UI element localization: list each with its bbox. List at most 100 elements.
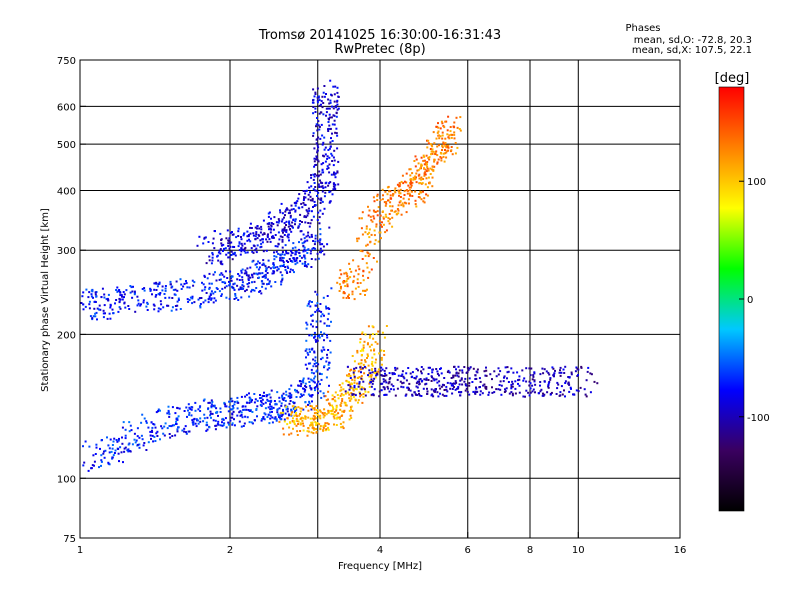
data-point <box>428 158 431 161</box>
data-point <box>164 285 167 287</box>
data-point <box>377 206 380 209</box>
data-point <box>210 405 213 408</box>
data-point <box>330 94 333 97</box>
data-point <box>318 185 321 188</box>
data-point <box>361 401 364 404</box>
data-point <box>516 371 519 374</box>
data-point <box>433 165 436 168</box>
data-point <box>155 432 158 435</box>
data-point <box>461 369 464 372</box>
data-point <box>219 424 222 427</box>
data-point <box>226 229 229 232</box>
data-point <box>213 247 216 250</box>
data-point <box>563 372 566 374</box>
data-point <box>240 271 243 274</box>
data-point <box>385 325 388 327</box>
data-point <box>358 381 361 384</box>
data-point <box>379 214 382 217</box>
data-point <box>287 236 290 239</box>
data-point <box>349 386 352 389</box>
data-point <box>266 416 269 418</box>
data-point <box>321 412 324 414</box>
data-point <box>198 406 201 409</box>
data-point <box>215 424 218 427</box>
data-point <box>329 99 332 102</box>
data-point <box>371 363 374 366</box>
data-point <box>385 215 388 218</box>
data-point <box>409 180 412 183</box>
data-point <box>243 408 246 411</box>
data-point <box>330 287 333 290</box>
data-point <box>140 303 142 306</box>
x-tick-label: 2 <box>227 545 233 556</box>
data-point <box>426 393 429 395</box>
data-point <box>368 372 371 375</box>
data-point <box>370 268 373 271</box>
data-point <box>435 368 438 370</box>
data-point <box>107 293 110 296</box>
data-point <box>255 231 258 234</box>
data-point <box>222 424 225 427</box>
data-point <box>424 161 427 164</box>
data-point <box>388 381 391 383</box>
data-point <box>364 394 367 397</box>
data-point <box>444 120 447 123</box>
data-point <box>450 377 453 379</box>
data-point <box>415 158 418 161</box>
data-point <box>316 87 319 90</box>
data-point <box>371 325 374 328</box>
data-point <box>437 158 440 161</box>
data-point <box>274 245 277 248</box>
data-point <box>430 153 432 156</box>
data-point <box>359 350 362 352</box>
data-point <box>278 400 281 403</box>
data-point <box>151 434 154 437</box>
data-point <box>367 252 370 255</box>
data-point <box>444 152 447 155</box>
data-point <box>352 393 355 396</box>
data-point <box>161 285 164 288</box>
data-point <box>319 425 322 428</box>
data-point <box>484 385 487 388</box>
data-point <box>254 226 257 229</box>
grid-lines <box>80 60 680 538</box>
data-point <box>159 308 162 311</box>
data-point <box>409 168 412 171</box>
data-point <box>293 420 296 423</box>
data-point <box>311 197 314 200</box>
data-point <box>319 410 322 413</box>
data-point <box>231 413 234 416</box>
data-point <box>474 374 477 377</box>
data-point <box>361 211 364 214</box>
data-point <box>317 183 320 186</box>
data-point <box>281 246 284 249</box>
data-point <box>236 400 239 403</box>
data-point <box>303 265 306 267</box>
data-point <box>290 432 293 435</box>
data-point <box>207 241 210 243</box>
data-point <box>304 363 307 366</box>
data-point <box>115 289 118 291</box>
data-point <box>402 375 405 378</box>
data-point <box>573 393 576 396</box>
data-point <box>425 378 428 381</box>
data-point <box>341 425 344 428</box>
data-point <box>344 280 347 283</box>
data-point <box>316 138 319 141</box>
data-point <box>243 422 246 425</box>
data-point <box>310 210 313 213</box>
data-point <box>348 418 351 421</box>
data-point <box>289 216 292 219</box>
data-point <box>159 300 162 303</box>
data-point <box>228 400 231 403</box>
data-point <box>331 123 334 126</box>
data-point <box>405 211 408 214</box>
data-point <box>314 359 317 362</box>
data-point <box>194 409 197 412</box>
data-point <box>285 270 288 273</box>
data-point <box>318 336 321 339</box>
data-point <box>290 250 293 252</box>
data-point <box>78 311 80 313</box>
data-point <box>288 402 291 405</box>
